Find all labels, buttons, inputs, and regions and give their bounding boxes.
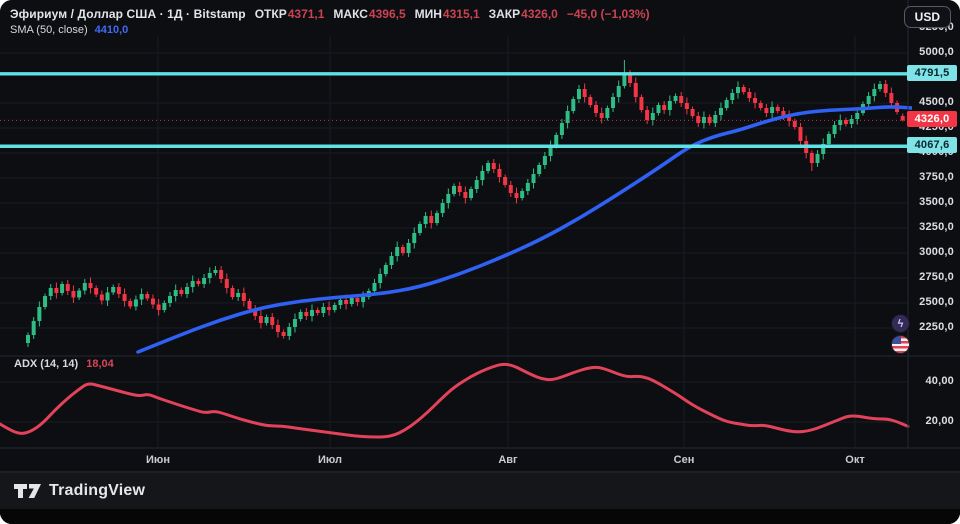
adx-axis-label[interactable]: 20,00 [925,415,954,427]
symbol-title[interactable]: Эфириум / Доллар США · 1Д · Bitstamp [10,7,246,21]
currency-toggle-button[interactable]: USD [903,6,951,28]
price-axis-label[interactable]: 4500,0 [919,96,954,108]
ohlc-low: МИН 4315,1 [414,7,480,21]
level-price-badge[interactable]: 4067,6 [907,137,957,154]
sma50-line [136,105,912,354]
price-axis-label[interactable]: 3500,0 [919,196,954,208]
adx-line [0,362,910,439]
price-change: −45,0 (−1,03%) [566,7,650,21]
time-axis-month-label[interactable]: Авг [498,454,518,466]
ohlc-high: МАКС 4396,5 [333,7,406,21]
level-price-badge[interactable]: 4791,5 [907,64,957,81]
price-axis-label[interactable]: 2750,0 [919,271,954,283]
time-axis-month-label[interactable]: Июл [317,454,343,466]
price-axis-label[interactable]: 2500,0 [919,296,954,308]
last-price-badge[interactable]: 4326,0 [907,111,957,128]
tradingview-logo-icon [14,484,41,498]
price-axis-label[interactable]: 2250,0 [919,321,954,333]
sma-label: SMA (50, close) [10,24,88,36]
chart-legend-row[interactable]: Эфириум / Доллар США · 1Д · Bitstamp ОТК… [10,7,650,21]
adx-value: 18,04 [86,358,114,370]
us-flag-canton [892,336,901,344]
plot-area [0,60,912,439]
price-axis-label[interactable]: 3750,0 [919,171,954,183]
price-axis-label[interactable]: 3250,0 [919,221,954,233]
time-axis-month-label[interactable]: Окт [845,454,865,466]
sma-value: 4410,0 [94,24,129,36]
candlestick-series [26,60,905,347]
us-flag-icon [891,335,910,354]
price-axis-label[interactable]: 3000,0 [919,246,954,258]
eth-lightning-icon: ϟ [891,314,910,333]
adx-axis-label[interactable]: 40,00 [925,375,954,387]
adx-label: ADX (14, 14) [14,358,79,370]
time-axis-month-label[interactable]: Сен [673,454,695,466]
tradingview-logo[interactable]: TradingView [14,481,145,500]
symbol-logos: ϟ [891,314,913,354]
ohlc-open: ОТКР 4371,1 [254,7,325,21]
sma-legend-row[interactable]: SMA (50, close) 4410,0 [10,24,128,36]
adx-legend-row[interactable]: ADX (14, 14) 18,04 [14,358,114,370]
tradingview-brand-text: TradingView [49,481,146,499]
ohlc-close: ЗАКР 4326,0 [488,7,558,21]
price-axis-label[interactable]: 5000,0 [919,46,954,58]
time-axis-month-label[interactable]: Июн [146,454,170,466]
